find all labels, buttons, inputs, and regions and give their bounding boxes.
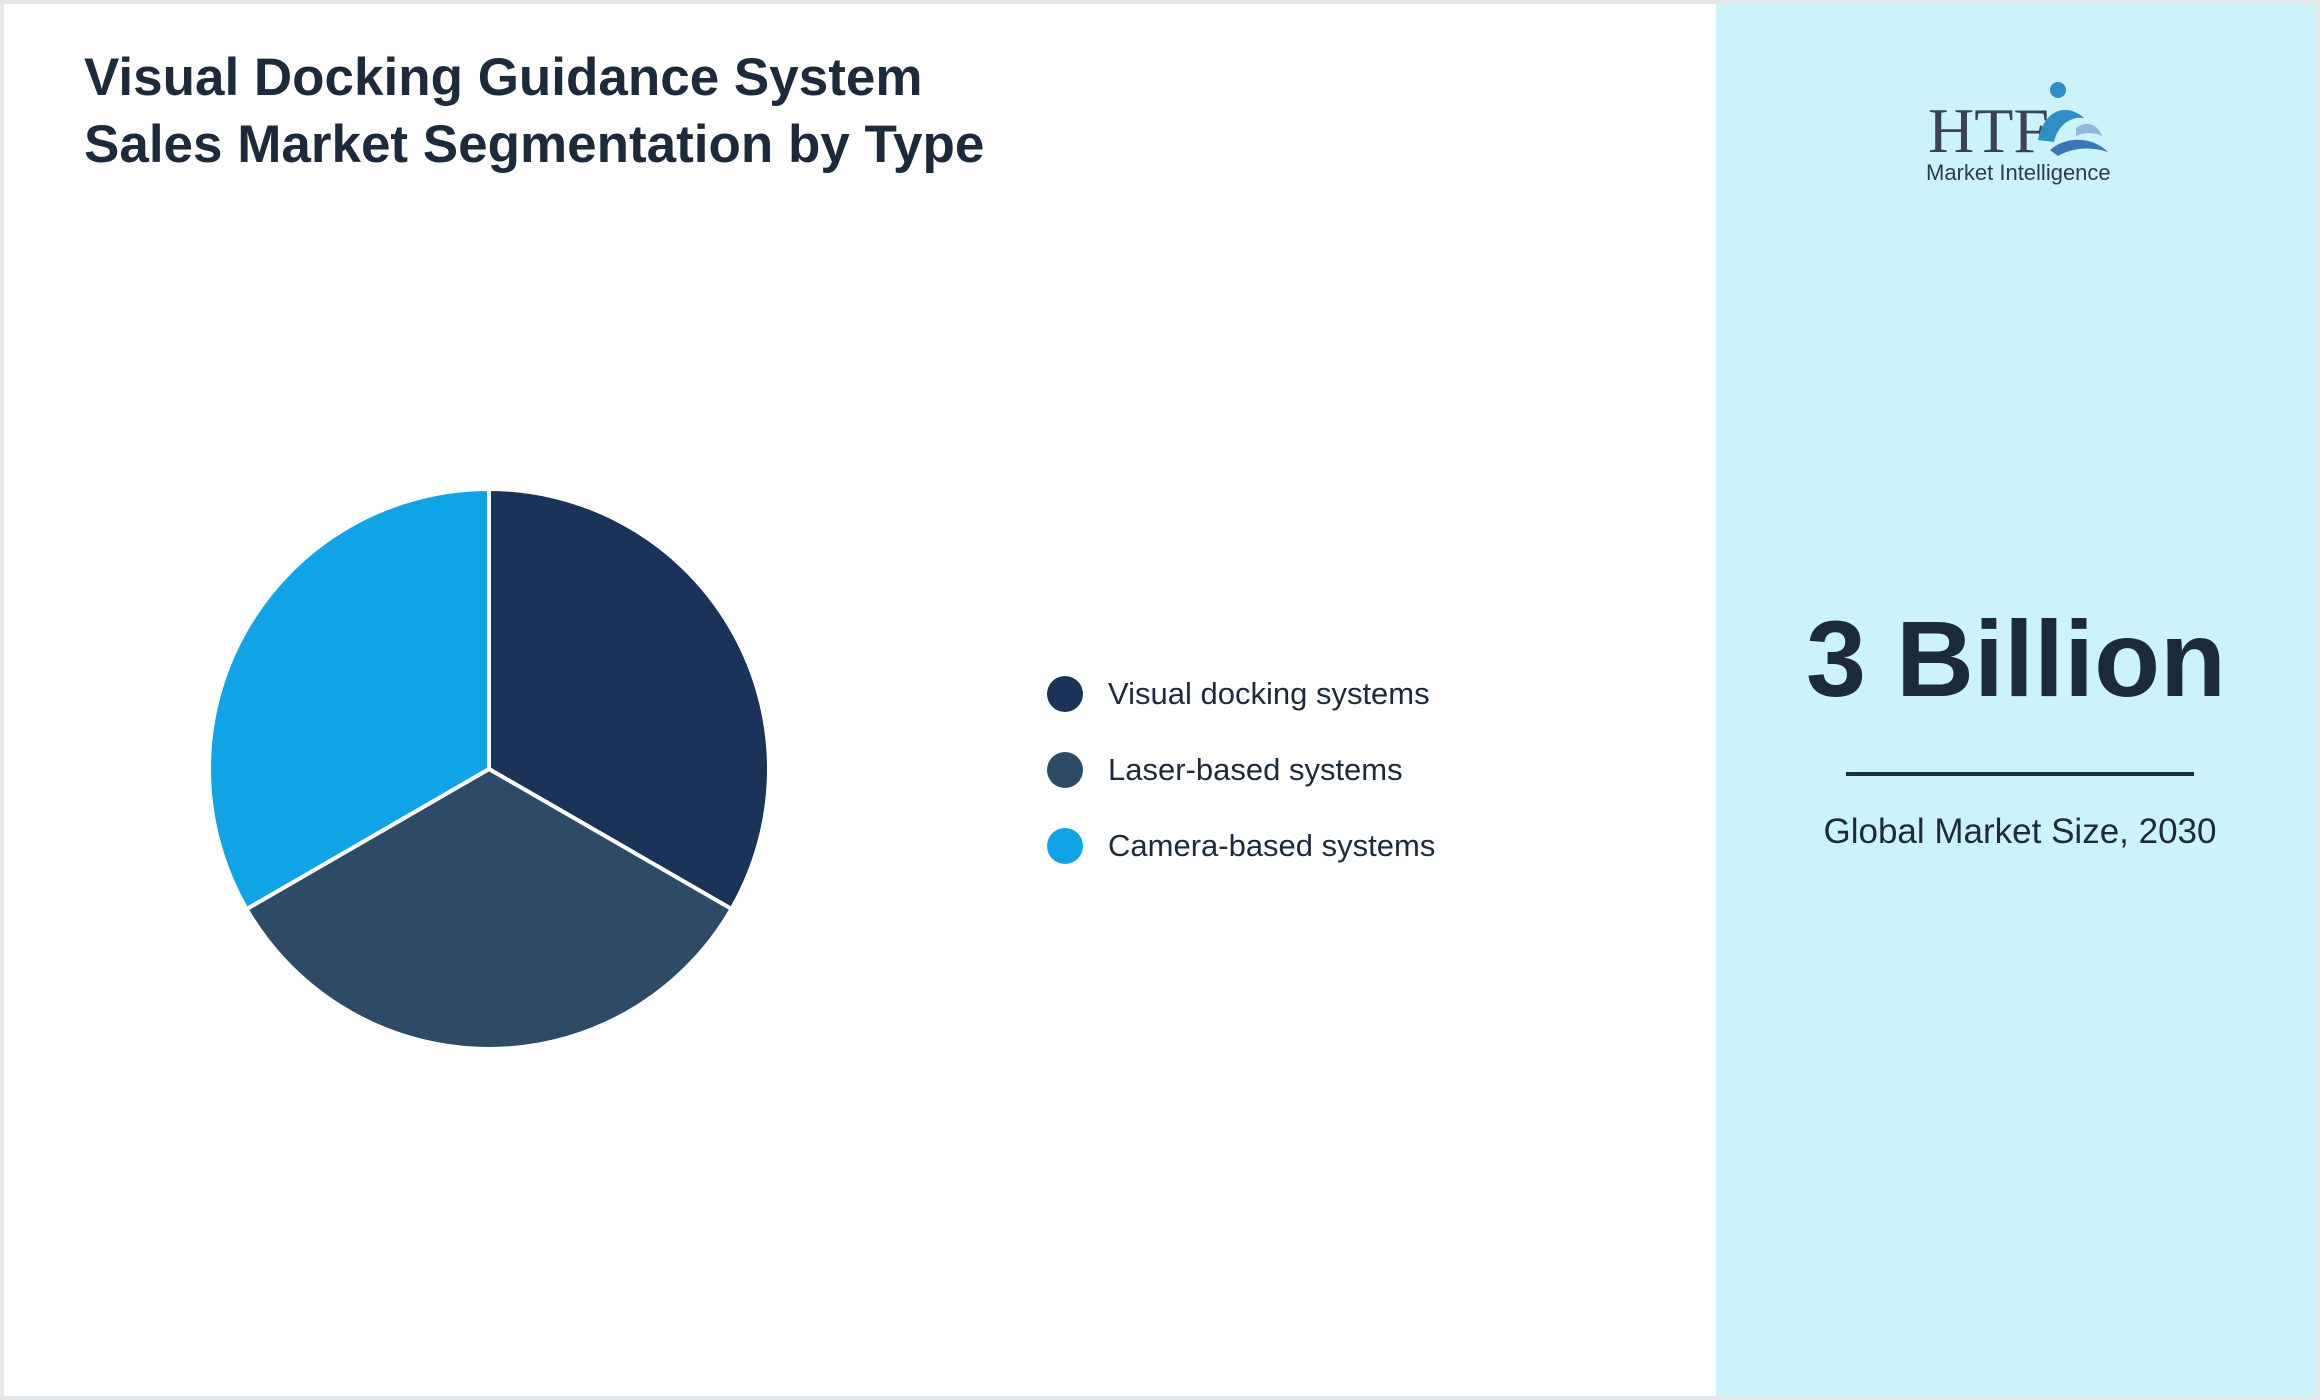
- divider-line: [1846, 772, 2194, 776]
- pie-slice-camera-based-systems: [207, 487, 491, 912]
- htf-logo-mark: HTF: [1928, 82, 2108, 164]
- pie-slice-visual-docking-systems: [487, 487, 771, 911]
- legend-item-camera-based: Camera-based systems: [1044, 821, 1564, 897]
- logo-subtitle: Market Intelligence: [1926, 160, 2111, 185]
- legend-swatch: [1047, 828, 1083, 864]
- market-size-panel: HTF Market Intelligence 3 Billion Global…: [1716, 4, 2316, 1396]
- legend-label: Laser-based systems: [1108, 752, 1403, 787]
- pie-chart: [207, 487, 771, 1051]
- legend-label: Camera-based systems: [1108, 828, 1436, 863]
- chart-title: Visual Docking Guidance System Sales Mar…: [84, 48, 985, 174]
- market-size-caption: Global Market Size, 2030: [1823, 812, 2217, 851]
- legend-item-visual-docking: Visual docking systems: [1044, 669, 1564, 745]
- chart-legend: Visual docking systems Laser-based syste…: [1044, 669, 1564, 897]
- logo-mark-text: HTF: [1928, 95, 2049, 164]
- legend-item-laser-based: Laser-based systems: [1044, 745, 1564, 821]
- legend-swatch: [1047, 752, 1083, 788]
- company-logo: HTF Market Intelligence: [1926, 80, 2116, 190]
- legend-label: Visual docking systems: [1108, 676, 1430, 711]
- chart-panel: Visual Docking Guidance System Sales Mar…: [4, 4, 1716, 1396]
- market-size-value: 3 Billion: [1805, 598, 2227, 719]
- legend-swatch: [1047, 676, 1083, 712]
- pie-slice-laser-based-systems: [244, 767, 734, 1051]
